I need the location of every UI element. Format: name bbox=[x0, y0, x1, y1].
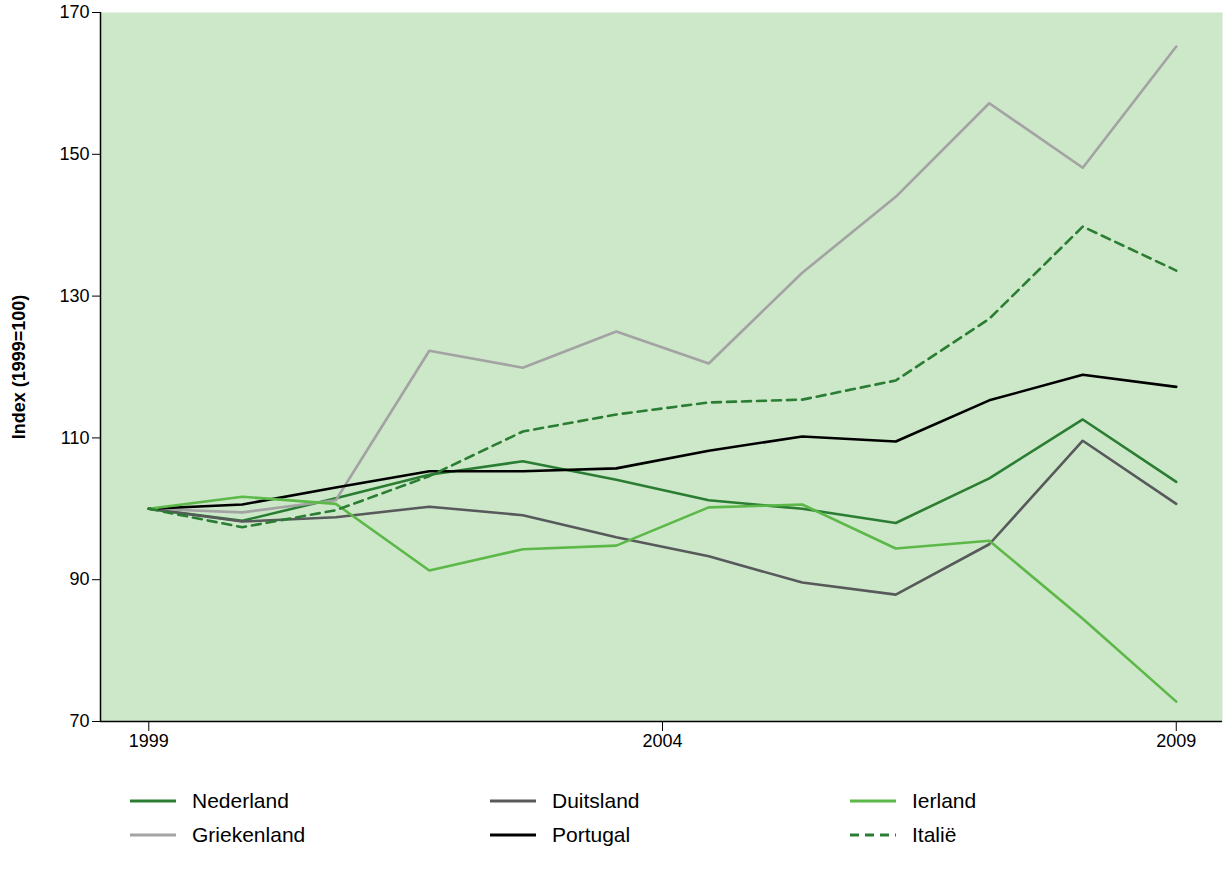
html-text:Nederland: Nederland bbox=[192, 789, 289, 812]
svg-text:110: 110 bbox=[61, 428, 90, 448]
html-text:Griekenland: Griekenland bbox=[192, 823, 306, 846]
html-text:Ierland: Ierland bbox=[912, 789, 977, 812]
svg-text:90: 90 bbox=[69, 569, 89, 589]
html-text:Duitsland: Duitsland bbox=[552, 789, 640, 812]
svg-text:Index (1999=100): Index (1999=100) bbox=[9, 295, 29, 440]
svg-text:70: 70 bbox=[69, 711, 89, 731]
html-text:Italië: Italië bbox=[912, 823, 957, 846]
svg-text:170: 170 bbox=[59, 2, 89, 22]
svg-text:1999: 1999 bbox=[129, 731, 169, 751]
html-text:Portugal: Portugal bbox=[552, 823, 631, 846]
svg-text:2009: 2009 bbox=[1156, 731, 1196, 751]
svg-text:130: 130 bbox=[59, 286, 89, 306]
svg-text:2004: 2004 bbox=[643, 731, 683, 751]
svg-text:150: 150 bbox=[59, 144, 89, 164]
